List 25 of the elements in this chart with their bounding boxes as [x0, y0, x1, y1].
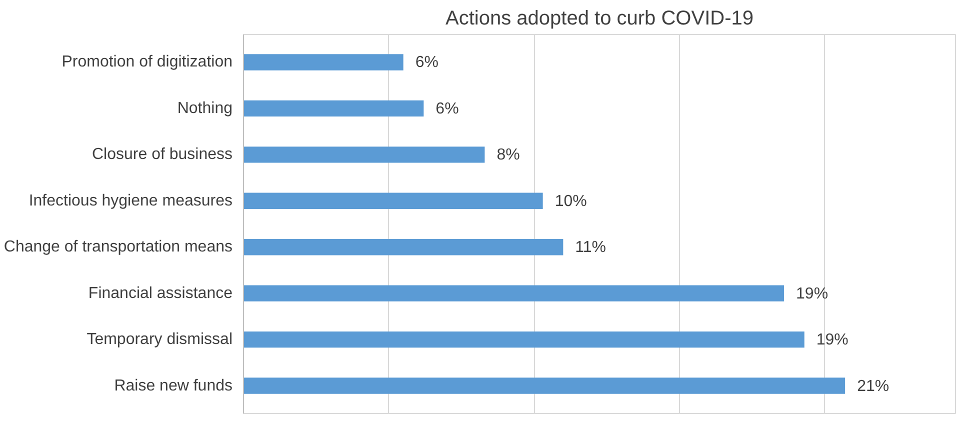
y-tick-label: Financial assistance	[88, 284, 233, 302]
bar	[244, 192, 543, 209]
data-label: 8%	[496, 146, 520, 164]
y-tick-label: Temporary dismissal	[86, 331, 232, 348]
bar	[244, 239, 564, 256]
y-tick-label: Infectious hygiene measures	[28, 192, 232, 210]
y-tick-label: Closure of business	[92, 146, 232, 164]
data-label: 21%	[857, 378, 890, 395]
y-tick-label: Promotion of digitization	[62, 54, 233, 71]
data-label: 19%	[796, 285, 828, 302]
y-tick-label: Raise new funds	[114, 377, 233, 394]
bar	[244, 378, 846, 394]
bar	[244, 100, 424, 117]
bar	[244, 54, 404, 70]
data-label: 6%	[436, 100, 459, 118]
y-tick-label: Change of transportation means	[4, 238, 233, 256]
data-label: 10%	[554, 192, 587, 210]
bar	[244, 146, 485, 163]
data-label: 19%	[816, 332, 848, 349]
chart-title: Actions adopted to curb COVID-19	[446, 8, 754, 30]
data-label: 11%	[575, 239, 606, 256]
bar	[244, 331, 804, 348]
y-tick-label: Nothing	[177, 100, 233, 117]
data-label: 6%	[415, 54, 438, 72]
bar	[244, 285, 784, 302]
